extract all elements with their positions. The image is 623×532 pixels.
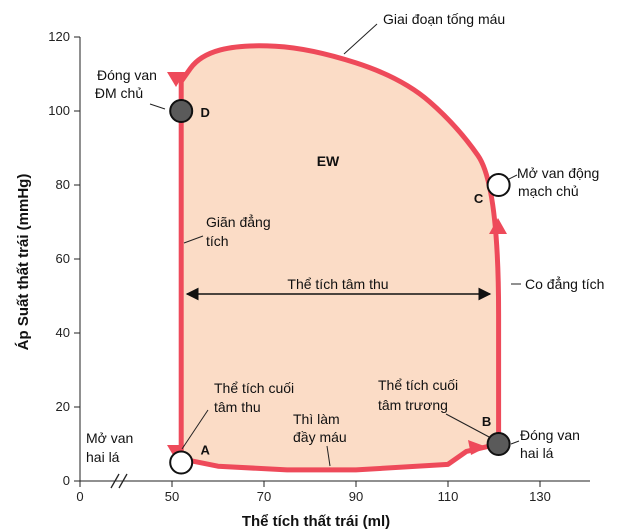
aortic-close-label: ĐM chủ bbox=[95, 85, 143, 101]
point-c-label: C bbox=[474, 191, 484, 206]
esv-label: tâm thu bbox=[214, 399, 261, 415]
work-area-fill bbox=[181, 45, 499, 470]
aortic-open-label: mạch chủ bbox=[518, 183, 579, 199]
point-b-marker bbox=[486, 432, 511, 456]
y-tick-label: 20 bbox=[56, 399, 70, 414]
pv-loop-line bbox=[178, 43, 502, 473]
x-tick-label: 50 bbox=[165, 489, 179, 504]
mitral-open-label: Mở van bbox=[86, 430, 133, 446]
stroke-volume-label: Thể tích tâm thu bbox=[287, 276, 388, 292]
x-axis-break-mark bbox=[118, 473, 128, 489]
edv-label: tâm trương bbox=[378, 397, 448, 413]
x-axis-title: Thể tích thất trái (ml) bbox=[242, 513, 390, 530]
y-tick-label: 40 bbox=[56, 325, 70, 340]
iso-contract-label: Co đẳng tích bbox=[525, 275, 604, 292]
iso-relax-label: tích bbox=[206, 233, 229, 249]
loop-arrow-filling bbox=[468, 440, 487, 455]
loop-arrow-top bbox=[167, 72, 185, 87]
mitral-close-label: hai lá bbox=[520, 445, 554, 461]
x-axis-break-mark bbox=[110, 473, 120, 489]
ejection-leader-line bbox=[343, 23, 378, 55]
edv-label: Thể tích cuối bbox=[378, 377, 458, 393]
point-a-label: A bbox=[201, 443, 211, 458]
x-tick-label: 110 bbox=[438, 489, 459, 504]
loop-arrow-right bbox=[489, 218, 507, 234]
aortic-close-label: Đóng van bbox=[97, 67, 157, 83]
iso-relax-pointer bbox=[183, 235, 204, 244]
y-tick-label: 60 bbox=[56, 251, 70, 266]
point-b-label: B bbox=[482, 414, 491, 429]
point-d-label: D bbox=[201, 105, 210, 120]
mitral-close-label: Đóng van bbox=[520, 427, 580, 443]
y-tick-label: 0 bbox=[63, 473, 70, 488]
x-tick-label: 0 bbox=[76, 489, 83, 504]
x-tick-label: 70 bbox=[257, 489, 271, 504]
aortic-open-label: Mở van động bbox=[517, 165, 599, 181]
ejection-label: Giai đoạn tống máu bbox=[383, 11, 505, 27]
esv-label: Thể tích cuối bbox=[214, 380, 294, 396]
x-tick-label: 130 bbox=[529, 489, 551, 504]
filling-leader-line bbox=[326, 445, 331, 467]
filling-label: Thì làm bbox=[293, 411, 340, 427]
edv-leader-line bbox=[445, 413, 492, 439]
point-a-marker bbox=[169, 450, 194, 475]
x-tick-label: 90 bbox=[349, 489, 363, 504]
y-tick-label: 80 bbox=[56, 177, 70, 192]
y-tick-label: 120 bbox=[48, 29, 70, 44]
iso-relax-label: Giãn đẳng bbox=[206, 213, 271, 230]
mitral-open-label: hai lá bbox=[86, 449, 120, 465]
filling-label: đầy máu bbox=[293, 429, 347, 445]
y-tick-label: 100 bbox=[48, 103, 70, 118]
y-axis-title: Áp Suất thất trái (mmHg) bbox=[15, 174, 32, 351]
esv-leader-line bbox=[181, 409, 209, 450]
point-c-marker bbox=[486, 173, 511, 197]
mitral-close-leader-line bbox=[510, 440, 520, 445]
ew-label: EW bbox=[317, 153, 340, 169]
point-d-marker bbox=[169, 99, 194, 123]
aortic-close-leader-line bbox=[149, 103, 166, 110]
